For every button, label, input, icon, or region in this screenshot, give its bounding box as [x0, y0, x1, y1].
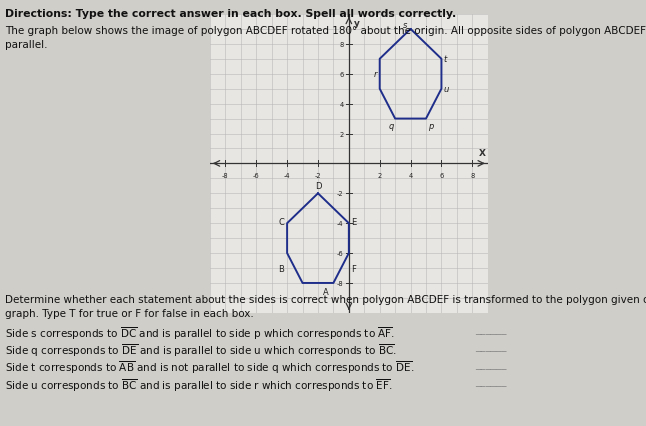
Text: 8: 8	[470, 172, 474, 178]
Text: ______: ______	[475, 377, 506, 386]
Text: Side q corresponds to $\overline{\mathrm{DE}}$ and is parallel to side u which c: Side q corresponds to $\overline{\mathrm…	[5, 342, 397, 358]
Text: ______: ______	[475, 359, 506, 368]
Text: X: X	[479, 149, 485, 158]
Text: y: y	[353, 19, 359, 29]
Text: r: r	[374, 70, 377, 79]
Text: Side t corresponds to $\overline{\mathrm{AB}}$ and is not parallel to side q whi: Side t corresponds to $\overline{\mathrm…	[5, 359, 415, 375]
Text: Side s corresponds to $\overline{\mathrm{DC}}$ and is parallel to side p which c: Side s corresponds to $\overline{\mathrm…	[5, 325, 395, 341]
Text: E: E	[351, 218, 357, 227]
Text: B: B	[278, 264, 284, 273]
Text: A: A	[323, 288, 329, 297]
Text: s: s	[403, 21, 408, 30]
Text: 4: 4	[339, 101, 344, 107]
Text: Determine whether each statement about the sides is correct when polygon ABCDEF : Determine whether each statement about t…	[5, 294, 646, 304]
Text: q: q	[388, 121, 393, 130]
Text: 2: 2	[339, 131, 344, 137]
Text: -6: -6	[337, 250, 344, 256]
Text: graph. Type T for true or F for false in each box.: graph. Type T for true or F for false in…	[5, 308, 254, 318]
Text: -4: -4	[284, 172, 291, 178]
Text: D: D	[315, 181, 321, 190]
Text: Directions: Type the correct answer in each box. Spell all words correctly.: Directions: Type the correct answer in e…	[5, 9, 457, 19]
Text: C: C	[278, 218, 284, 227]
Text: -6: -6	[253, 172, 260, 178]
Text: -2: -2	[337, 191, 344, 197]
Text: 6: 6	[339, 72, 344, 78]
Text: ______: ______	[475, 342, 506, 351]
Text: Side u corresponds to $\overline{\mathrm{BC}}$ and is parallel to side r which c: Side u corresponds to $\overline{\mathrm…	[5, 377, 393, 393]
Text: 4: 4	[408, 172, 413, 178]
Text: u: u	[444, 85, 449, 94]
Text: -8: -8	[222, 172, 229, 178]
Text: -8: -8	[337, 280, 344, 286]
Text: ______: ______	[475, 325, 506, 334]
Text: t: t	[444, 55, 447, 64]
Text: p: p	[428, 121, 433, 130]
Text: 6: 6	[439, 172, 444, 178]
Text: The graph below shows the image of polygon ABCDEF rotated 180° about the origin.: The graph below shows the image of polyg…	[5, 26, 646, 36]
Text: 2: 2	[377, 172, 382, 178]
Text: -4: -4	[337, 221, 344, 227]
Text: parallel.: parallel.	[5, 40, 48, 50]
Text: 8: 8	[339, 42, 344, 48]
Text: -2: -2	[315, 172, 321, 178]
Text: F: F	[351, 264, 356, 273]
